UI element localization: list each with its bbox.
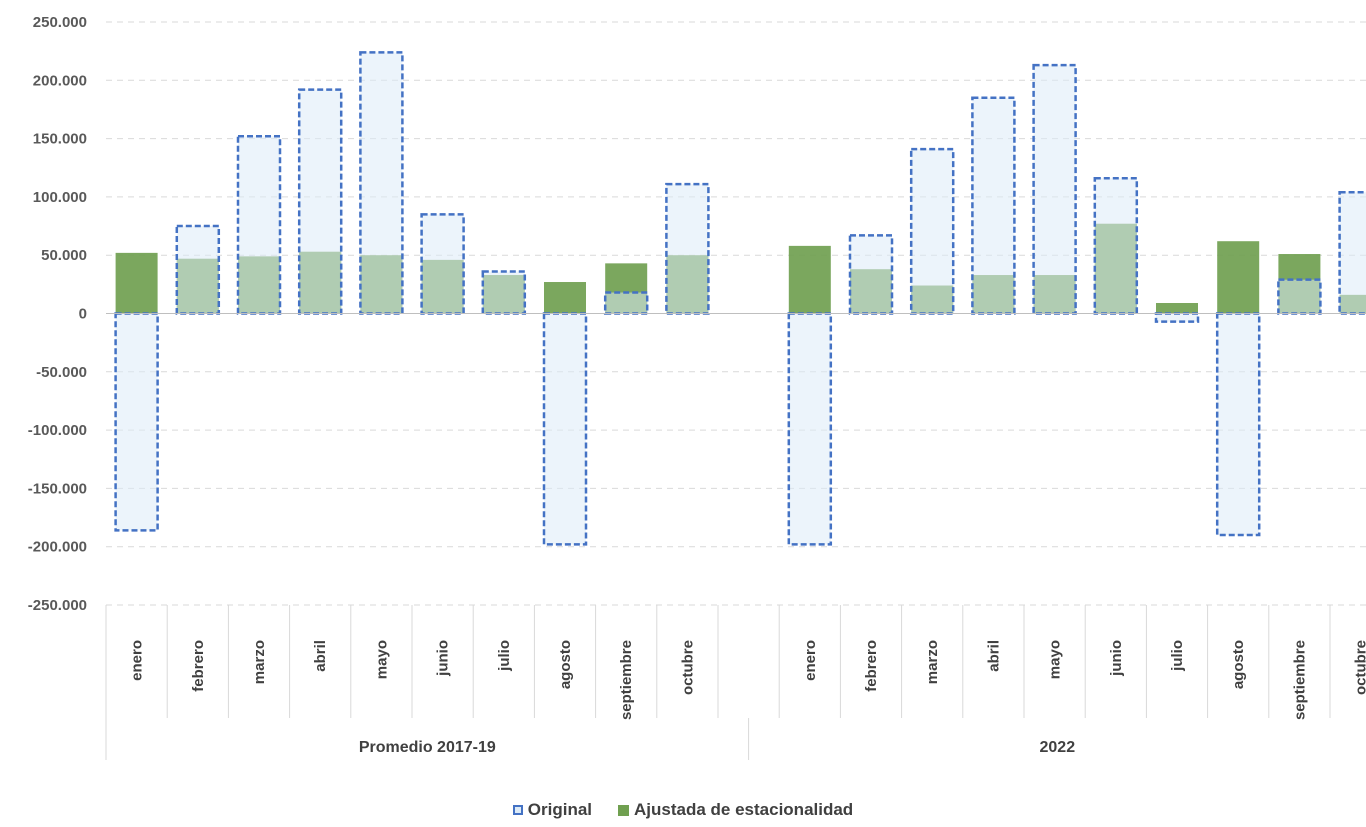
bar-adjusted xyxy=(1217,241,1260,314)
bar-adjusted xyxy=(1156,303,1198,314)
x-tick-label: abril xyxy=(985,640,1002,672)
y-tick-label: 0 xyxy=(79,306,87,323)
x-tick-label: mayo xyxy=(373,640,390,679)
bar-original xyxy=(909,147,955,315)
bar-original xyxy=(236,135,282,315)
x-tick-label: enero xyxy=(802,640,819,681)
x-tick-label: mayo xyxy=(1047,640,1064,679)
bar-original xyxy=(175,224,221,315)
bar-original xyxy=(114,312,159,532)
bar-adjusted xyxy=(788,245,831,314)
bar-adjusted xyxy=(544,282,586,314)
group-label: 2022 xyxy=(1040,739,1076,756)
bar-original xyxy=(420,213,465,315)
bar-original xyxy=(542,312,588,546)
bar-original xyxy=(787,312,833,546)
bar-original xyxy=(1215,312,1261,537)
x-tick-label: enero xyxy=(129,640,146,681)
bar-original xyxy=(297,88,343,315)
bar-original xyxy=(603,291,649,315)
y-tick-label: 250.000 xyxy=(33,14,87,31)
x-tick-label: septiembre xyxy=(1291,640,1308,720)
x-tick-label: febrero xyxy=(863,640,880,692)
legend-swatch-original xyxy=(512,805,523,815)
x-tick-label: julio xyxy=(496,640,513,672)
x-tick-label: marzo xyxy=(924,640,941,684)
y-tick-label: -50.000 xyxy=(36,364,87,381)
y-tick-label: -200.000 xyxy=(28,539,87,556)
x-tick-label: julio xyxy=(1169,640,1186,672)
legend-item-adjusted: Ajustada de estacionalidad xyxy=(618,800,853,820)
bar-original xyxy=(971,96,1016,315)
bar-adjusted xyxy=(115,252,158,314)
x-tick-label: abril xyxy=(312,640,329,672)
y-tick-label: 100.000 xyxy=(33,189,87,206)
bar-original xyxy=(1277,278,1322,315)
x-tick-label: junio xyxy=(435,640,452,677)
bar-original xyxy=(1154,312,1200,323)
x-tick-label: septiembre xyxy=(618,640,635,720)
bar-original xyxy=(665,182,710,315)
y-tick-label: 200.000 xyxy=(33,72,87,89)
legend-label-adjusted: Ajustada de estacionalidad xyxy=(634,800,854,819)
bar-original xyxy=(1093,176,1139,315)
bar-original xyxy=(1338,190,1366,315)
x-tick-label: junio xyxy=(1108,640,1125,677)
y-tick-label: -100.000 xyxy=(28,422,87,439)
legend: Original Ajustada de estacionalidad xyxy=(0,800,1366,820)
legend-item-original: Original xyxy=(512,800,593,820)
x-tick-label: agosto xyxy=(557,640,574,689)
y-tick-label: 50.000 xyxy=(41,247,87,264)
x-tick-label: febrero xyxy=(190,640,207,692)
y-tick-label: 150.000 xyxy=(33,131,87,148)
bar-original xyxy=(848,234,894,315)
bar-original xyxy=(359,51,404,315)
group-label: Promedio 2017-19 xyxy=(359,739,496,756)
y-tick-label: -250.000 xyxy=(28,597,87,614)
x-tick-label: marzo xyxy=(251,640,268,684)
chart: 250.000 200.000 150.000 100.000 50.000 0 -50.0… xyxy=(28,14,1366,760)
y-tick-label: -150.000 xyxy=(28,480,87,497)
x-tick-label: octubre xyxy=(1353,640,1366,695)
x-tick-label: octubre xyxy=(679,640,696,695)
bar-original xyxy=(1032,63,1077,315)
x-tick-label: agosto xyxy=(1230,640,1247,689)
bar-original xyxy=(481,270,527,315)
legend-label-original: Original xyxy=(527,800,593,819)
legend-swatch-adjusted xyxy=(618,804,630,816)
